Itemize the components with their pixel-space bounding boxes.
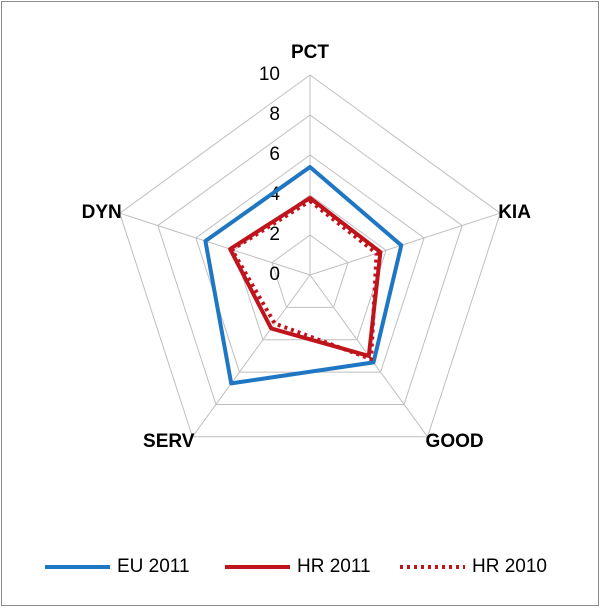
legend-label: HR 2011 [297,556,371,577]
category-label: DYN [82,202,122,223]
legend-label: EU 2011 [117,556,190,577]
grid-ring [119,74,501,438]
category-label: SERV [143,431,195,452]
category-label: GOOD [426,431,484,452]
spoke [119,212,311,276]
series-line [203,165,404,386]
r-tick-label: 10 [259,64,280,85]
r-tick-label: 4 [269,184,280,205]
category-label: PCT [291,42,329,63]
r-tick-label: 2 [269,224,280,245]
spoke [192,274,311,438]
r-tick-label: 0 [269,264,280,285]
category-label: KIA [498,202,531,223]
legend-label: HR 2010 [472,556,547,577]
series-line [230,199,379,362]
r-tick-label: 8 [269,104,280,125]
grid-ring [271,234,349,308]
r-tick-label: 6 [269,144,280,165]
grid-ring [157,114,463,405]
spoke [309,212,501,276]
